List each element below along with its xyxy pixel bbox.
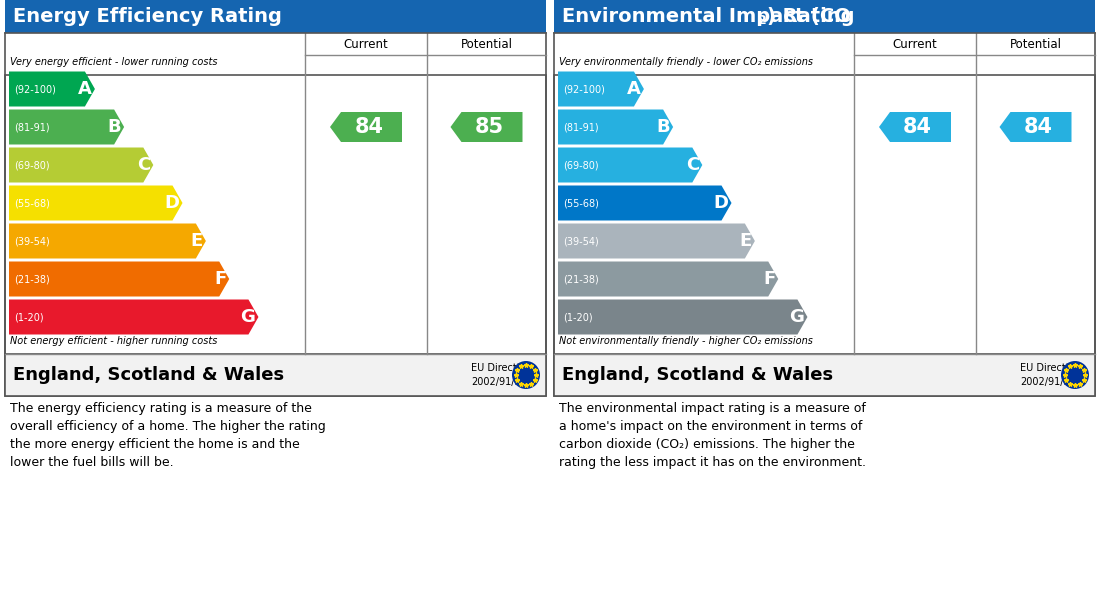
Polygon shape bbox=[9, 72, 95, 106]
Polygon shape bbox=[9, 299, 258, 335]
Text: (1-20): (1-20) bbox=[14, 312, 44, 322]
Text: A: A bbox=[78, 80, 92, 98]
Polygon shape bbox=[9, 185, 183, 220]
Text: Current: Current bbox=[343, 37, 388, 51]
Text: (39-54): (39-54) bbox=[14, 236, 50, 246]
Bar bbox=[554, 0, 1094, 33]
Text: D: D bbox=[714, 194, 728, 212]
Text: Current: Current bbox=[892, 37, 937, 51]
Text: Very energy efficient - lower running costs: Very energy efficient - lower running co… bbox=[10, 57, 218, 67]
Text: D: D bbox=[165, 194, 179, 212]
Text: F: F bbox=[763, 270, 776, 288]
Polygon shape bbox=[9, 147, 153, 182]
Bar bbox=[6, 75, 546, 396]
Text: (21-38): (21-38) bbox=[14, 274, 50, 284]
Text: (92-100): (92-100) bbox=[563, 84, 605, 94]
Text: 84: 84 bbox=[354, 117, 383, 137]
Text: 2: 2 bbox=[758, 14, 767, 27]
Text: F: F bbox=[214, 270, 227, 288]
Text: G: G bbox=[790, 308, 804, 326]
Polygon shape bbox=[558, 299, 807, 335]
Text: (55-68): (55-68) bbox=[14, 198, 50, 208]
Polygon shape bbox=[558, 223, 755, 258]
Polygon shape bbox=[451, 112, 522, 142]
Polygon shape bbox=[9, 261, 229, 296]
Text: (1-20): (1-20) bbox=[563, 312, 593, 322]
Polygon shape bbox=[330, 112, 402, 142]
Bar bbox=[6, 0, 546, 33]
Text: The energy efficiency rating is a measure of the
overall efficiency of a home. T: The energy efficiency rating is a measur… bbox=[10, 402, 326, 469]
Text: C: C bbox=[138, 156, 151, 174]
Polygon shape bbox=[558, 261, 778, 296]
Polygon shape bbox=[558, 185, 732, 220]
Text: E: E bbox=[190, 232, 202, 250]
Text: Very environmentally friendly - lower CO₂ emissions: Very environmentally friendly - lower CO… bbox=[559, 57, 813, 67]
Text: (69-80): (69-80) bbox=[14, 160, 50, 170]
Text: G: G bbox=[241, 308, 255, 326]
Text: 84: 84 bbox=[1024, 117, 1053, 137]
Polygon shape bbox=[9, 110, 124, 144]
Text: (55-68): (55-68) bbox=[563, 198, 598, 208]
Text: Not energy efficient - higher running costs: Not energy efficient - higher running co… bbox=[10, 336, 218, 346]
Bar bbox=[554, 75, 1094, 396]
Polygon shape bbox=[879, 112, 952, 142]
Text: A: A bbox=[627, 80, 641, 98]
Text: B: B bbox=[108, 118, 121, 136]
Text: (81-91): (81-91) bbox=[563, 122, 598, 132]
Text: (81-91): (81-91) bbox=[14, 122, 50, 132]
Text: Environmental Impact (CO: Environmental Impact (CO bbox=[562, 7, 851, 26]
Text: C: C bbox=[686, 156, 700, 174]
Text: EU Directive
2002/91/EC: EU Directive 2002/91/EC bbox=[471, 364, 531, 387]
Polygon shape bbox=[558, 72, 644, 106]
Text: Potential: Potential bbox=[461, 37, 513, 51]
Polygon shape bbox=[1000, 112, 1071, 142]
Text: Energy Efficiency Rating: Energy Efficiency Rating bbox=[13, 7, 282, 26]
Text: England, Scotland & Wales: England, Scotland & Wales bbox=[13, 366, 284, 384]
Circle shape bbox=[1062, 361, 1089, 389]
Circle shape bbox=[512, 361, 540, 389]
Text: B: B bbox=[657, 118, 670, 136]
Polygon shape bbox=[558, 110, 673, 144]
Polygon shape bbox=[558, 147, 702, 182]
Text: (92-100): (92-100) bbox=[14, 84, 56, 94]
Text: The environmental impact rating is a measure of
a home's impact on the environme: The environmental impact rating is a mea… bbox=[559, 402, 866, 469]
Bar bbox=[6, 354, 546, 396]
Text: (39-54): (39-54) bbox=[563, 236, 598, 246]
Text: E: E bbox=[739, 232, 752, 250]
Polygon shape bbox=[9, 223, 206, 258]
Text: (69-80): (69-80) bbox=[563, 160, 598, 170]
Text: 84: 84 bbox=[903, 117, 933, 137]
Text: England, Scotland & Wales: England, Scotland & Wales bbox=[562, 366, 833, 384]
Text: EU Directive
2002/91/EC: EU Directive 2002/91/EC bbox=[1020, 364, 1080, 387]
Text: (21-38): (21-38) bbox=[563, 274, 598, 284]
Text: ) Rating: ) Rating bbox=[767, 7, 855, 26]
Text: Potential: Potential bbox=[1010, 37, 1062, 51]
Bar bbox=[554, 354, 1094, 396]
Text: Not environmentally friendly - higher CO₂ emissions: Not environmentally friendly - higher CO… bbox=[559, 336, 813, 346]
Text: 85: 85 bbox=[475, 117, 504, 137]
